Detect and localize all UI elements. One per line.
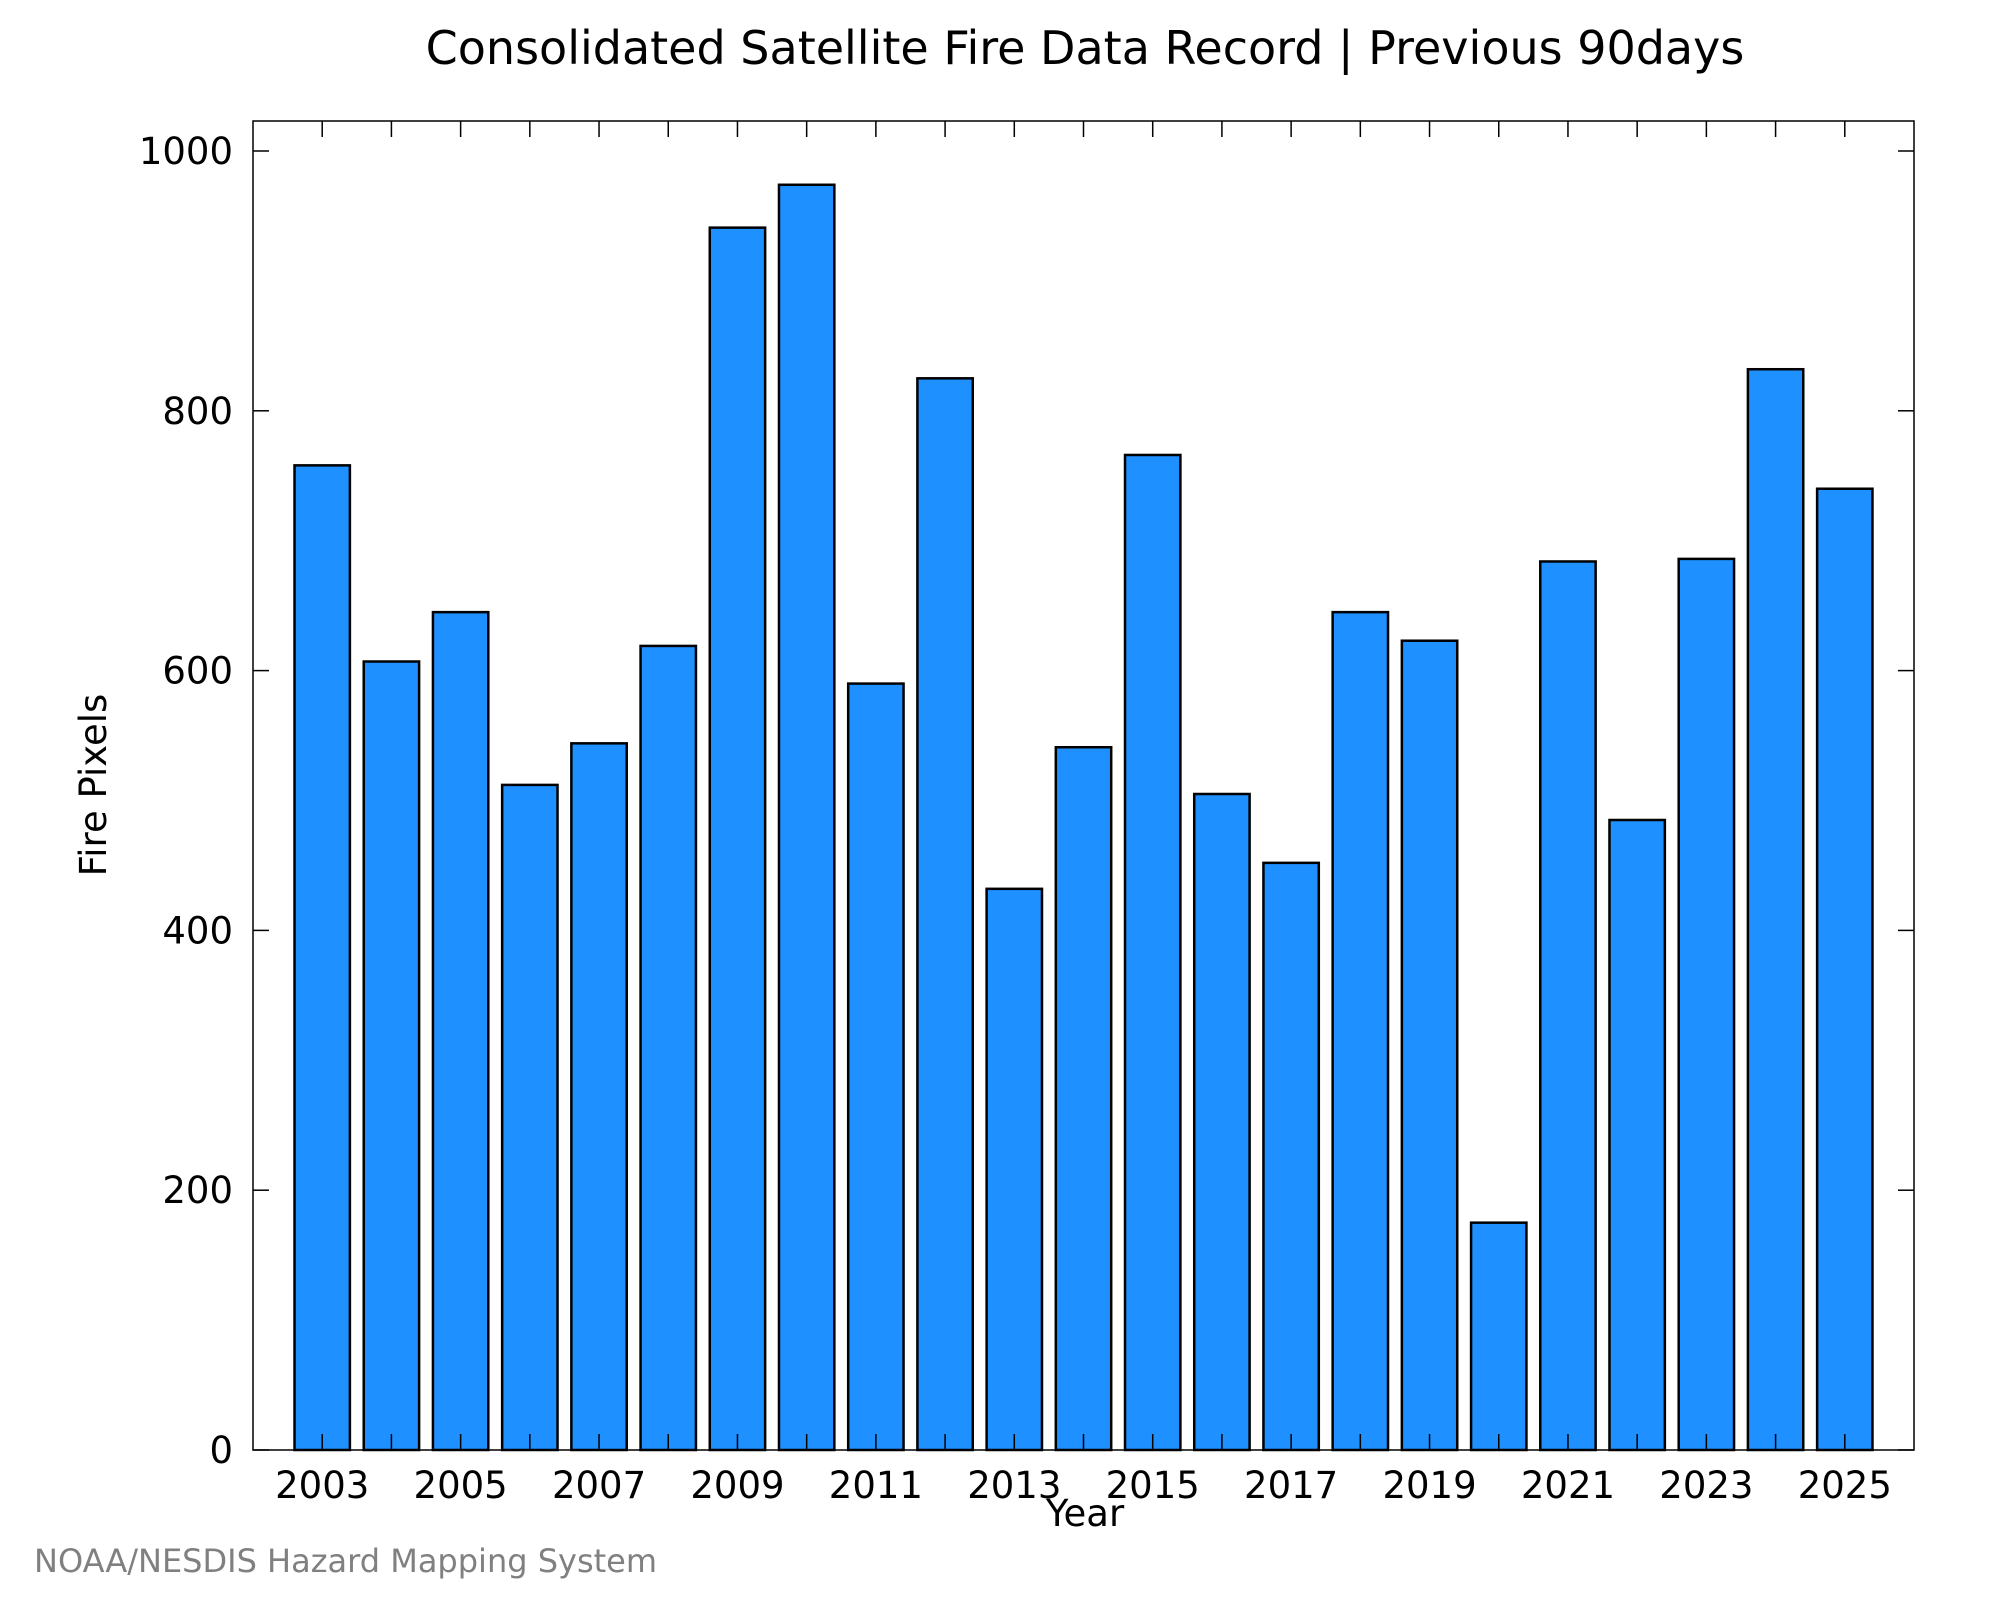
x-tick-label-2025: 2025 — [1798, 1464, 1892, 1507]
bar-2009 — [708, 226, 767, 1452]
bar-2014 — [1054, 745, 1113, 1452]
bar-2007 — [570, 742, 628, 1452]
y-tick-label-200: 200 — [162, 1169, 233, 1212]
bar-2019 — [1400, 639, 1459, 1452]
chart-title: Consolidated Satellite Fire Data Record … — [426, 21, 1745, 76]
bar-2023 — [1677, 557, 1736, 1452]
bar-2004 — [362, 660, 421, 1452]
bar-2010 — [777, 183, 836, 1452]
bar-2021 — [1539, 560, 1597, 1452]
x-axis-label: Year — [1045, 1492, 1125, 1535]
x-tick-label-2013: 2013 — [967, 1464, 1061, 1507]
bar-2012 — [916, 377, 975, 1452]
y-tick-label-800: 800 — [162, 390, 233, 433]
bar-2022 — [1608, 818, 1667, 1452]
x-tick-label-2023: 2023 — [1659, 1464, 1753, 1507]
y-axis-label: Fire Pixels — [72, 694, 115, 877]
y-tick-label-1000: 1000 — [139, 130, 233, 173]
x-tick-label-2015: 2015 — [1106, 1464, 1200, 1507]
y-tick-label-0: 0 — [209, 1429, 233, 1472]
bar-2011 — [846, 682, 905, 1452]
credit-text: NOAA/NESDIS Hazard Mapping System — [34, 1542, 657, 1580]
bar-2008 — [639, 644, 698, 1452]
x-tick-label-2005: 2005 — [414, 1464, 508, 1507]
bar-2016 — [1192, 792, 1251, 1452]
x-tick-label-2009: 2009 — [690, 1464, 784, 1507]
bars-layer — [293, 183, 1874, 1452]
bar-2015 — [1123, 453, 1182, 1452]
x-tick-label-2007: 2007 — [552, 1464, 646, 1507]
x-tick-label-2003: 2003 — [275, 1464, 369, 1507]
bar-2013 — [985, 887, 1044, 1452]
y-tick-label-400: 400 — [162, 909, 233, 952]
bar-2017 — [1262, 861, 1321, 1452]
bar-2003 — [293, 464, 352, 1452]
ticks-layer: 2003 2005 2007 2009 2011 2013 2015 2017 2019 2021… — [139, 121, 1914, 1507]
bar-2024 — [1746, 367, 1805, 1452]
bar-2020 — [1469, 1221, 1528, 1452]
bar-2005 — [431, 610, 490, 1452]
bar-2025 — [1815, 487, 1874, 1452]
y-tick-label-600: 600 — [162, 650, 233, 693]
x-tick-label-2019: 2019 — [1382, 1464, 1476, 1507]
x-tick-label-2017: 2017 — [1244, 1464, 1338, 1507]
x-tick-label-2011: 2011 — [829, 1464, 923, 1507]
x-tick-label-2021: 2021 — [1521, 1464, 1615, 1507]
bar-2018 — [1331, 610, 1390, 1452]
bar-2006 — [500, 783, 559, 1452]
